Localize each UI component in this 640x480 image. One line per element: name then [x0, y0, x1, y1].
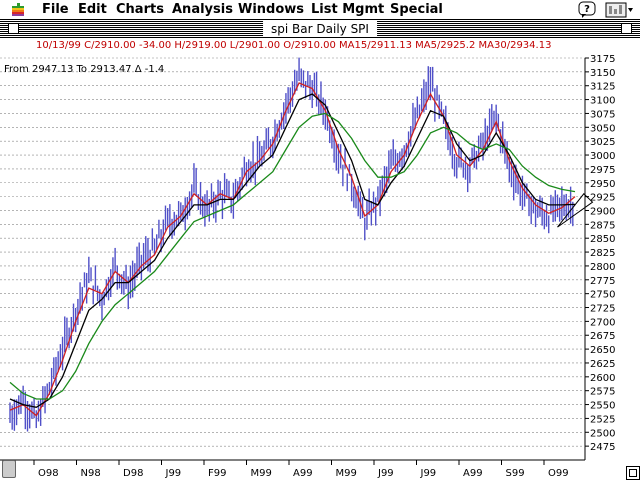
y-tick-label: 2725: [590, 304, 615, 315]
measure-readout: From 2947.13 To 2913.47 Δ -1.4: [4, 64, 165, 75]
y-tick-label: 3125: [590, 82, 615, 93]
menu-edit[interactable]: Edit: [78, 2, 107, 17]
x-tick-label: A99: [463, 468, 483, 479]
x-tick-label: O99: [548, 468, 569, 479]
y-tick-label: 2900: [590, 206, 615, 217]
svg-text:?: ?: [584, 4, 590, 15]
y-tick-label: 3000: [590, 151, 615, 162]
horizontal-scrollbar[interactable]: [0, 458, 626, 480]
y-tick-label: 3025: [590, 137, 615, 148]
y-tick-label: 2500: [590, 428, 615, 439]
x-tick-label: J99: [420, 468, 437, 479]
y-tick-label: 2600: [590, 373, 615, 384]
x-tick-label: A99: [293, 468, 313, 479]
x-tick-label: F99: [208, 468, 226, 479]
menu-file[interactable]: File: [42, 2, 69, 17]
y-tick-label: 3075: [590, 109, 615, 120]
menu-analysis[interactable]: Analysis: [172, 2, 233, 17]
x-tick-label: M99: [336, 468, 357, 479]
application-icon[interactable]: [604, 1, 634, 19]
y-tick-label: 2750: [590, 290, 615, 301]
y-tick-label: 2650: [590, 345, 615, 356]
menu-list-mgmt[interactable]: List Mgmt: [311, 2, 385, 17]
zoom-box-icon[interactable]: [621, 23, 632, 34]
y-tick-label: 2675: [590, 331, 615, 342]
menu-special[interactable]: Special: [390, 2, 443, 17]
y-tick-label: 3150: [590, 68, 615, 79]
x-tick-label: S99: [506, 468, 525, 479]
window-title: spi Bar Daily SPI: [263, 21, 377, 37]
y-tick-label: 3175: [590, 54, 615, 65]
y-tick-label: 2800: [590, 262, 615, 273]
grow-box-icon[interactable]: [626, 466, 640, 480]
quote-readout: 10/13/99 C/2910.00 -34.00 H/2919.00 L/29…: [36, 40, 552, 51]
ma15-line: [9, 93, 576, 408]
x-tick-label: J99: [377, 468, 394, 479]
close-box-icon[interactable]: [8, 23, 19, 34]
window-title-bar[interactable]: spi Bar Daily SPI: [0, 20, 640, 38]
menu-windows[interactable]: Windows: [238, 2, 305, 17]
y-tick-label: 2875: [590, 220, 615, 231]
y-tick-label: 2950: [590, 179, 615, 190]
x-tick-label: O98: [38, 468, 59, 479]
x-tick-label: N98: [81, 468, 101, 479]
y-tick-label: 2475: [590, 442, 615, 453]
x-tick-label: M99: [251, 468, 272, 479]
y-tick-label: 2525: [590, 414, 615, 425]
y-tick-label: 2925: [590, 193, 615, 204]
ma30-line: [9, 112, 576, 400]
y-tick-label: 3050: [590, 123, 615, 134]
y-tick-label: 2550: [590, 401, 615, 412]
y-tick-label: 2575: [590, 387, 615, 398]
y-tick-label: 3100: [590, 96, 615, 107]
apple-logo-icon[interactable]: [10, 2, 26, 18]
menu-charts[interactable]: Charts: [116, 2, 164, 17]
y-tick-label: 2850: [590, 234, 615, 245]
y-tick-label: 2700: [590, 317, 615, 328]
triangle-annotation: [557, 193, 594, 228]
x-tick-label: D98: [123, 468, 143, 479]
menu-bar: File Edit Charts Analysis Windows List M…: [0, 0, 640, 20]
ma5-line: [9, 82, 576, 417]
chart-window: spi Bar Daily SPI: [0, 20, 640, 480]
y-tick-label: 2975: [590, 165, 615, 176]
scrollbar-thumb[interactable]: [2, 460, 16, 478]
x-tick-label: J99: [165, 468, 182, 479]
y-tick-label: 2775: [590, 276, 615, 287]
y-tick-label: 2625: [590, 359, 615, 370]
help-balloon-icon[interactable]: ?: [578, 1, 596, 19]
y-tick-label: 2825: [590, 248, 615, 259]
